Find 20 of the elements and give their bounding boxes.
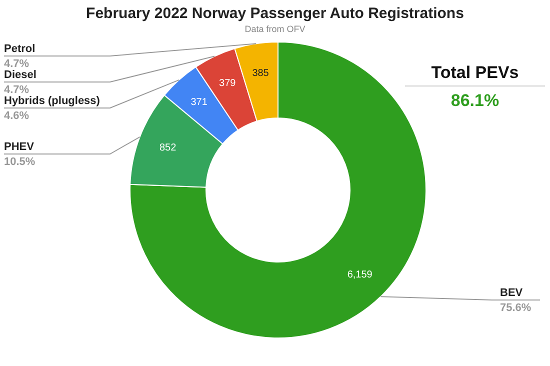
data-label: 852 [160, 142, 177, 154]
text: 4.7% [4, 84, 30, 96]
text: 4.7% [4, 58, 30, 70]
donut-slice [130, 42, 426, 338]
text: 4.6% [4, 110, 30, 122]
text: 75.6% [500, 302, 532, 314]
data-label: 6,159 [347, 270, 373, 281]
slice-label: Diesel [4, 69, 36, 81]
slice-label: BEV [500, 287, 524, 299]
data-label: 371 [190, 96, 208, 108]
text: 86.1% [450, 91, 500, 110]
text: 10.5% [4, 156, 36, 168]
data-label: 379 [219, 78, 236, 90]
slice-label: PHEV [4, 141, 35, 153]
text: Total PEVs [431, 63, 519, 82]
slice-label: Hybrids (plugless) [4, 95, 100, 107]
data-label: 385 [252, 68, 270, 79]
slice-label: Petrol [4, 43, 36, 55]
chart-title: February 2022 Norway Passenger Auto Registrations [86, 5, 464, 22]
chart-subtitle: Data from OFV [244, 24, 306, 34]
